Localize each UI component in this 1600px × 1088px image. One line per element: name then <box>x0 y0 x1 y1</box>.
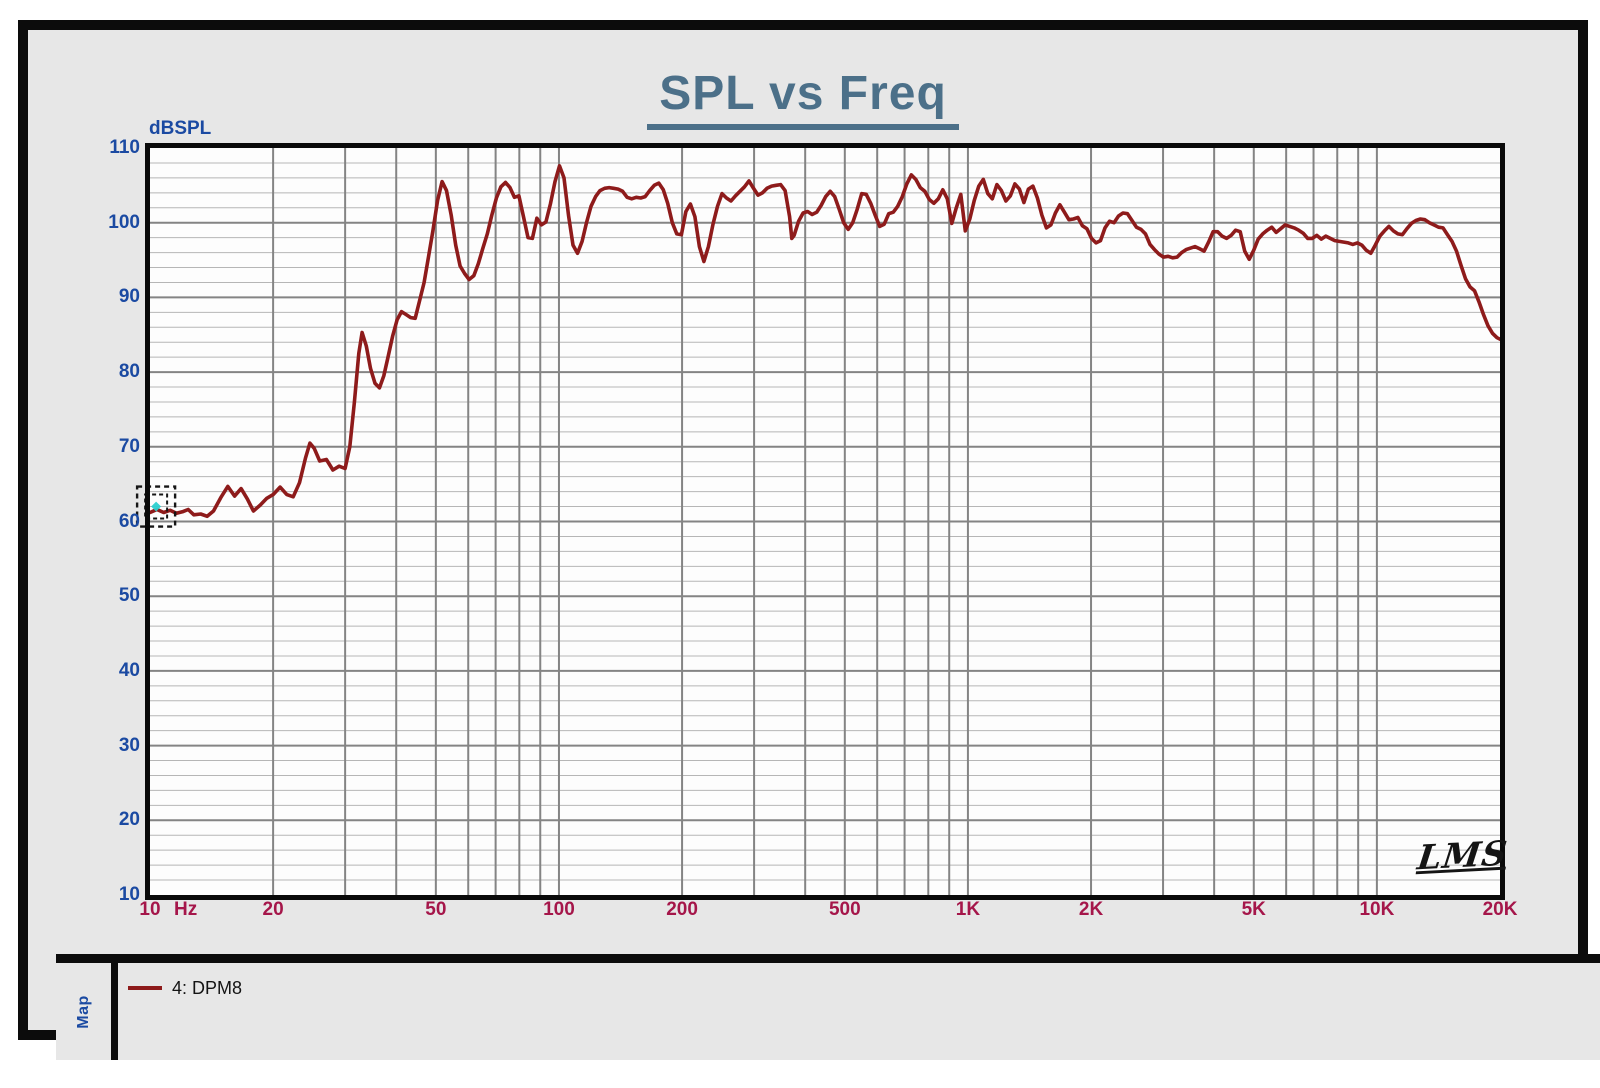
legend-panel: Map 4: DPM8 <box>56 963 1600 1060</box>
series-label: 4: DPM8 <box>172 978 243 998</box>
map-tab-label: Map <box>74 994 92 1029</box>
x-tick-label: 20 <box>262 899 284 920</box>
y-tick-label: 90 <box>118 286 140 308</box>
y-tick-label: 20 <box>118 809 140 831</box>
y-tick-label: 70 <box>118 435 140 457</box>
y-tick-label: 100 <box>108 211 140 233</box>
spl-plot-canvas <box>135 143 1505 900</box>
series-color-swatch <box>128 986 162 990</box>
x-tick-label: 100 <box>543 899 575 920</box>
panel-divider <box>56 954 1600 963</box>
x-tick-label: 200 <box>666 899 698 920</box>
x-tick-label: 50 <box>425 899 447 920</box>
y-axis-unit-label: dBSPL <box>149 118 212 139</box>
y-tick-label: 50 <box>118 585 140 607</box>
y-tick-label: 30 <box>118 734 140 756</box>
x-tick-label: 10 <box>139 899 161 920</box>
x-tick-label: 500 <box>828 899 861 920</box>
legend-entry[interactable]: 4: DPM8 <box>128 976 242 1000</box>
lms-logo: LMS <box>1415 833 1510 879</box>
y-tick-label: 40 <box>118 659 140 681</box>
map-cell-divider <box>111 963 118 1060</box>
outer-frame: SPL vs Freq dBSPL 110 100 90 80 70 60 50 40 30 20… <box>18 20 1600 1060</box>
plot-border <box>145 143 1505 900</box>
spl-curve <box>148 164 1502 519</box>
x-tick-label: 10K <box>1359 899 1395 920</box>
x-tick-label: 1K <box>955 899 981 920</box>
y-tick-label: 80 <box>118 361 140 383</box>
x-axis-unit-label: Hz <box>174 899 198 920</box>
map-tab[interactable]: Map <box>56 963 111 1060</box>
y-tick-label: 110 <box>109 137 140 158</box>
x-tick-label: 20K <box>1482 899 1518 920</box>
x-tick-label: 2K <box>1078 899 1104 920</box>
x-tick-label: 5K <box>1241 899 1266 920</box>
y-tick-label: 10 <box>118 884 140 905</box>
y-tick-label: 60 <box>118 510 140 532</box>
cursor-outer-box <box>135 485 177 528</box>
